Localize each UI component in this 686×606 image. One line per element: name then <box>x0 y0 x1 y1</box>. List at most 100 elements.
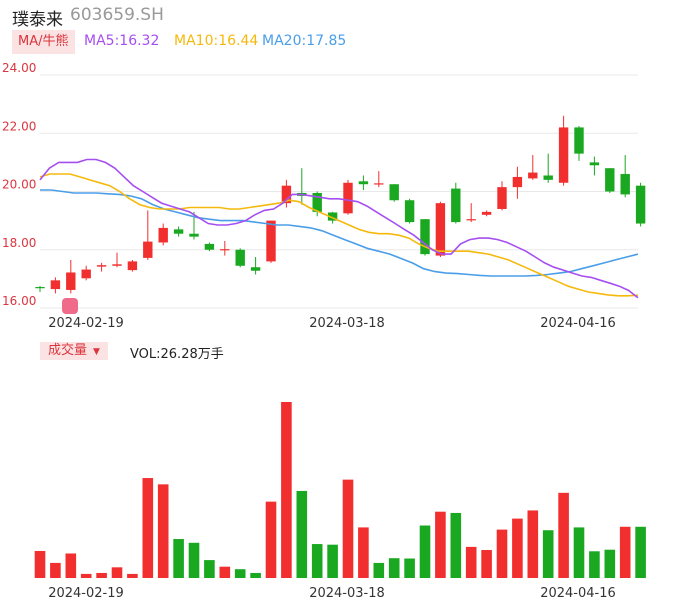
candle-body[interactable] <box>143 241 153 258</box>
volume-bar[interactable] <box>219 566 231 578</box>
volume-bar[interactable] <box>50 562 61 578</box>
candle-body[interactable] <box>558 127 569 183</box>
candle-body[interactable] <box>50 280 61 290</box>
candle-body[interactable] <box>327 212 338 221</box>
candle-body[interactable] <box>312 192 322 212</box>
candle-body[interactable] <box>204 243 215 250</box>
stock-name: 璞泰来 <box>12 10 63 30</box>
ma-indicator-button[interactable]: MA/牛熊 <box>12 30 75 54</box>
volume-x-tick-label: 2024-02-19 <box>48 586 124 601</box>
event-marker-icon[interactable] <box>62 298 78 314</box>
candle-body[interactable] <box>374 183 384 185</box>
volume-bar[interactable] <box>234 569 246 578</box>
volume-bar[interactable] <box>157 484 169 578</box>
volume-bar[interactable] <box>111 567 123 578</box>
stock-code: 603659.SH <box>70 5 164 25</box>
volume-bar[interactable] <box>281 402 292 578</box>
candle-body[interactable] <box>281 185 292 204</box>
volume-bar[interactable] <box>250 572 261 578</box>
x-tick-label: 2024-02-19 <box>48 316 124 331</box>
candle-body[interactable] <box>635 185 646 224</box>
volume-bar[interactable] <box>512 518 523 578</box>
candle-body[interactable] <box>173 229 184 234</box>
candle-body[interactable] <box>158 227 168 243</box>
candle-body[interactable] <box>358 181 369 185</box>
volume-bar[interactable] <box>327 544 338 578</box>
volume-x-tick-label: 2024-04-16 <box>540 586 616 601</box>
candle-body[interactable] <box>528 172 538 179</box>
candle-body[interactable] <box>343 182 353 214</box>
candle-body[interactable] <box>35 287 45 289</box>
volume-bar[interactable] <box>358 527 369 578</box>
volume-bar[interactable] <box>481 550 492 578</box>
candle-body[interactable] <box>620 174 630 195</box>
candle-body[interactable] <box>543 175 553 180</box>
candle-body[interactable] <box>481 211 492 215</box>
candle-body[interactable] <box>574 127 584 154</box>
volume-bar[interactable] <box>589 551 600 578</box>
ma20-label: MA20:17.85 <box>262 33 347 49</box>
volume-bar[interactable] <box>496 529 508 578</box>
candle-body[interactable] <box>250 267 261 271</box>
candle-body[interactable] <box>81 269 91 279</box>
volume-bar[interactable] <box>450 512 462 578</box>
volume-button-label: 成交量 <box>48 343 88 358</box>
volume-bar[interactable] <box>65 553 77 578</box>
ma5-line <box>39 158 639 299</box>
volume-bar[interactable] <box>204 560 215 578</box>
volume-bar[interactable] <box>573 527 585 578</box>
candle-body[interactable] <box>235 249 245 266</box>
y-tick-label: 20.00 <box>2 178 36 192</box>
candle-body[interactable] <box>112 264 122 266</box>
volume-bar[interactable] <box>404 558 415 578</box>
candle-body[interactable] <box>497 187 507 209</box>
volume-bar[interactable] <box>527 510 539 578</box>
volume-indicator-button[interactable]: 成交量 ▼ <box>40 342 108 360</box>
volume-bar[interactable] <box>419 525 431 578</box>
volume-value: VOL:26.28万手 <box>130 347 224 362</box>
volume-bar[interactable] <box>311 544 323 578</box>
volume-bar[interactable] <box>373 562 385 578</box>
candle-body[interactable] <box>404 200 415 223</box>
volume-bar[interactable] <box>188 542 200 578</box>
candle-body[interactable] <box>512 176 523 188</box>
volume-bar[interactable] <box>465 546 477 578</box>
volume-bar[interactable] <box>142 478 154 578</box>
x-tick-label: 2024-03-18 <box>309 316 385 331</box>
y-tick-label: 22.00 <box>2 119 36 133</box>
volume-bar[interactable] <box>635 526 646 578</box>
volume-bar[interactable] <box>80 573 92 578</box>
candle-body[interactable] <box>127 261 138 271</box>
candle-body[interactable] <box>189 233 199 237</box>
y-tick-label: 16.00 <box>2 294 36 308</box>
volume-x-tick-label: 2024-03-18 <box>309 586 385 601</box>
volume-bar[interactable] <box>388 558 400 578</box>
candle-body[interactable] <box>96 265 107 267</box>
volume-bar[interactable] <box>173 539 184 578</box>
volume-bar[interactable] <box>296 490 308 578</box>
volume-bar[interactable] <box>542 530 554 578</box>
volume-bar[interactable] <box>435 511 446 578</box>
y-tick-label: 24.00 <box>2 61 36 75</box>
volume-bar[interactable] <box>342 479 354 578</box>
candle-body[interactable] <box>220 249 230 251</box>
candle-body[interactable] <box>466 219 476 221</box>
volume-bar[interactable] <box>127 573 138 578</box>
candle-body[interactable] <box>451 188 461 223</box>
volume-bar[interactable] <box>558 492 569 578</box>
candle-body[interactable] <box>435 203 446 256</box>
volume-bar[interactable] <box>96 572 107 578</box>
candle-body[interactable] <box>389 184 399 201</box>
candle-body[interactable] <box>589 162 600 166</box>
candle-body[interactable] <box>66 272 76 290</box>
ma20-line <box>40 189 639 277</box>
candle-body[interactable] <box>605 168 615 192</box>
candle-body[interactable] <box>420 219 430 255</box>
volume-bar[interactable] <box>265 501 277 578</box>
volume-bar[interactable] <box>604 549 616 578</box>
volume-bar[interactable] <box>34 550 46 578</box>
candle-body[interactable] <box>266 220 276 262</box>
volume-bar[interactable] <box>619 526 631 578</box>
ma10-line <box>39 173 639 297</box>
